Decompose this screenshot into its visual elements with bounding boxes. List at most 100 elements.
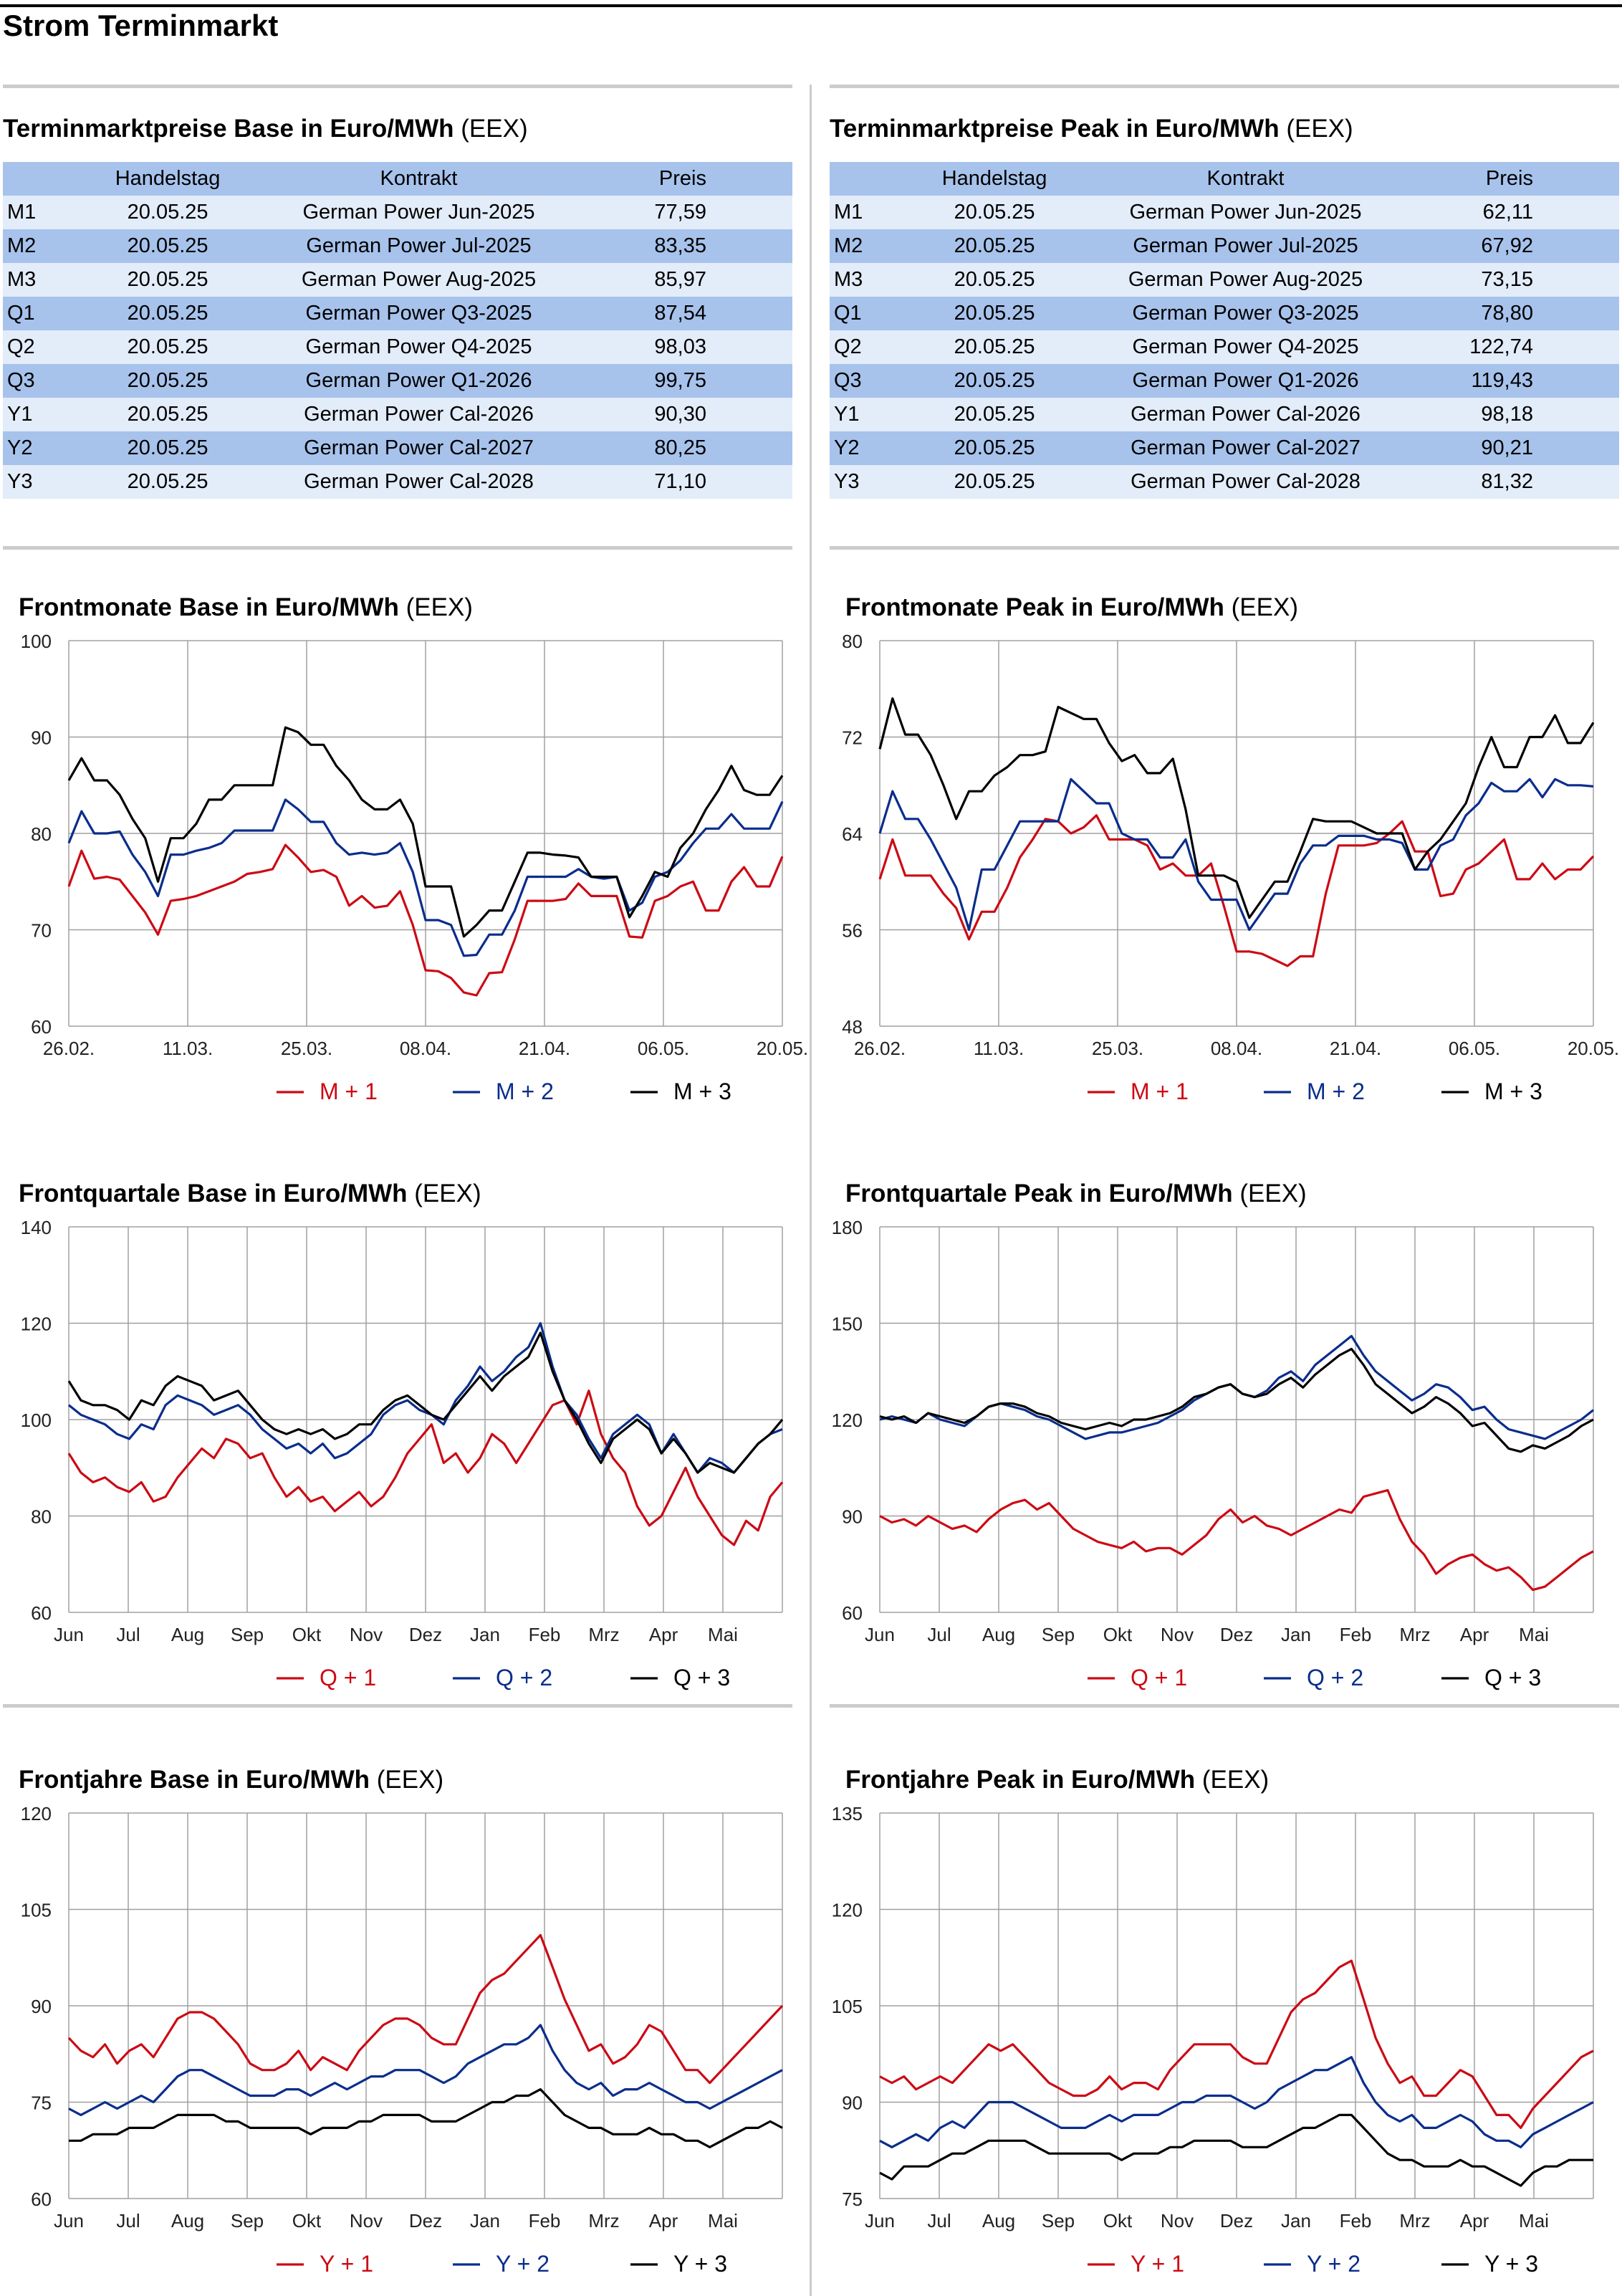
legend-label: Q + 2	[496, 1665, 552, 1690]
chart-title: Frontmonate Base in Euro/MWh (EEX)	[19, 593, 473, 622]
x-tick-label: Feb	[529, 2210, 561, 2232]
x-tick-label: Apr	[649, 2210, 678, 2232]
table-cell: 119,43	[1471, 369, 1533, 392]
chart-title-source: (EEX)	[1201, 1766, 1270, 1794]
x-tick-label: 06.05.	[1449, 1038, 1500, 1059]
table-cell: German Power Q4-2025	[1132, 335, 1359, 358]
chart-title-bold: Frontmonate Base in Euro/MWh	[19, 593, 399, 621]
x-tick-label: Jun	[865, 1624, 895, 1645]
x-tick-label: Sep	[1042, 2210, 1075, 2232]
x-tick-label: Nov	[350, 1624, 383, 1645]
x-tick-label: Apr	[1460, 1624, 1489, 1645]
table-cell: German Power Jun-2025	[302, 201, 535, 224]
y-tick-label: 90	[842, 1506, 863, 1528]
table-cell: 20.05.25	[127, 369, 208, 392]
table-header-row: Handelstag Kontrakt Preis	[3, 162, 792, 196]
legend-label: Y + 2	[496, 2251, 550, 2277]
chart-title-bold: Frontjahre Base in Euro/MWh	[19, 1766, 370, 1794]
y-tick-label: 60	[31, 2189, 52, 2210]
table-cell: 20.05.25	[954, 234, 1035, 257]
table-cell: German Power Aug-2025	[1128, 268, 1363, 291]
table-row: Y3 20.05.25 German Power Cal-2028 81,32	[830, 465, 1619, 499]
table-cell: 62,11	[1482, 201, 1533, 224]
x-tick-label: Sep	[231, 2210, 264, 2232]
table-title-source: (EEX)	[1286, 115, 1353, 143]
y-tick-label: 80	[842, 631, 863, 652]
series-line	[67, 843, 784, 997]
table-cell: 20.05.25	[127, 436, 208, 459]
table-cell: Q3	[834, 369, 862, 392]
y-tick-label: 105	[832, 1996, 863, 2017]
chart-frontmonate-peak: 48 56 64 72 80 26.02. 11.03. 25.03. 08.04. 21.04.…	[842, 631, 1619, 1104]
legend-label: Q + 2	[1307, 1665, 1363, 1690]
table-cell: 20.05.25	[954, 369, 1035, 392]
table-row: Q2 20.05.25 German Power Q4-2025 98,03	[3, 330, 792, 364]
x-tick-label: Apr	[1460, 2210, 1489, 2232]
table-cell: 85,97	[654, 268, 706, 291]
x-tick-label: Jun	[54, 1624, 84, 1645]
table-cell: German Power Jul-2025	[306, 234, 532, 257]
y-tick-label: 120	[21, 1314, 52, 1335]
series-line	[878, 778, 1594, 932]
y-tick-label: 135	[832, 1803, 863, 1824]
x-tick-label: Jan	[470, 1624, 500, 1645]
chart-title-source: (EEX)	[406, 593, 473, 621]
column-header: Handelstag	[115, 167, 221, 190]
table-cell: M3	[834, 268, 863, 291]
table-cell: German Power Cal-2026	[1131, 403, 1361, 426]
section-divider	[3, 1704, 792, 1708]
y-tick-label: 90	[842, 2092, 863, 2114]
series-line	[879, 1959, 1594, 2129]
table-cell: German Power Q1-2026	[305, 369, 532, 392]
table-cell: 20.05.25	[954, 470, 1035, 493]
x-tick-label: Apr	[649, 1624, 678, 1645]
x-tick-label: Aug	[171, 2210, 204, 2232]
table-row: Y2 20.05.25 German Power Cal-2027 90,21	[830, 431, 1619, 465]
table-cell: German Power Q4-2025	[305, 335, 532, 358]
table-cell: 98,18	[1481, 403, 1533, 426]
table-cell: Y2	[7, 436, 33, 459]
x-tick-label: 11.03.	[163, 1038, 213, 1059]
y-tick-label: 120	[832, 1900, 863, 1921]
legend-label: Q + 1	[320, 1665, 376, 1690]
table-cell: 20.05.25	[954, 335, 1035, 358]
table-cell: 20.05.25	[127, 470, 208, 493]
table-cell: 20.05.25	[954, 268, 1035, 291]
legend-label: M + 2	[1307, 1078, 1365, 1104]
table-cell: German Power Q1-2026	[1132, 369, 1359, 392]
x-tick-label: Mai	[708, 1624, 738, 1645]
table-cell: Y3	[834, 470, 860, 493]
legend-label: Y + 1	[1131, 2251, 1184, 2277]
y-tick-label: 150	[832, 1314, 863, 1335]
table-cell: German Power Cal-2027	[304, 436, 534, 459]
chart-frontmonate-base: 60 70 80 90 100 26.02. 11.03. 25.03. 08.04. 21.04…	[21, 631, 809, 1104]
x-tick-label: Dez	[409, 2210, 442, 2232]
table-cell: 77,59	[654, 201, 706, 224]
table-cell: 20.05.25	[954, 403, 1035, 426]
x-tick-label: Mrz	[588, 2210, 619, 2232]
x-tick-label: Mrz	[588, 1624, 619, 1645]
x-tick-label: 26.02.	[854, 1038, 906, 1059]
table-cell: Q2	[7, 335, 35, 358]
table-cell: Q1	[834, 302, 862, 325]
x-tick-label: Sep	[231, 1624, 264, 1645]
x-tick-label: Aug	[171, 1624, 204, 1645]
x-tick-label: 11.03.	[974, 1038, 1024, 1059]
x-tick-label: Dez	[1220, 2210, 1253, 2232]
table-cell: German Power Cal-2027	[1131, 436, 1361, 459]
table-row: M1 20.05.25 German Power Jun-2025 62,11	[830, 196, 1619, 229]
chart-title-bold: Frontjahre Peak in Euro/MWh	[845, 1766, 1196, 1794]
table-cell: M3	[7, 268, 37, 291]
section-divider	[830, 85, 1619, 88]
x-tick-label: Jun	[865, 2210, 895, 2232]
table-row: Y1 20.05.25 German Power Cal-2026 90,30	[3, 398, 792, 431]
table-title-bold: Terminmarktpreise Base in Euro/MWh	[3, 115, 454, 143]
table-cell: Q3	[7, 369, 35, 392]
chart-title-source: (EEX)	[414, 1180, 481, 1207]
chart-title: Frontquartale Base in Euro/MWh (EEX)	[19, 1180, 481, 1208]
table-cell: 73,15	[1481, 268, 1533, 291]
table-title-source: (EEX)	[461, 115, 528, 143]
table-cell: Q1	[7, 302, 35, 325]
table-cell: Y1	[7, 403, 33, 426]
y-tick-label: 80	[31, 823, 52, 845]
